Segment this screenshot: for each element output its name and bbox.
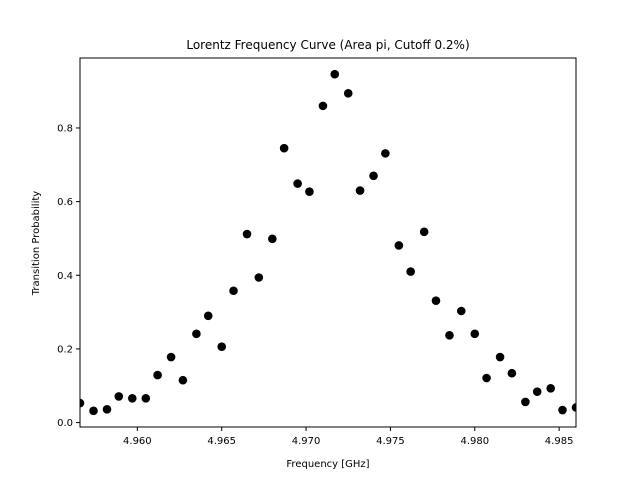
x-axis: 4.960 4.965 4.970 4.975 4.980 4.985 <box>123 427 573 447</box>
data-point <box>419 227 429 237</box>
data-point <box>381 149 390 158</box>
data-point <box>571 403 576 412</box>
data-points <box>80 69 576 416</box>
data-point <box>114 392 124 401</box>
y-tick-label: 0.6 <box>57 197 73 208</box>
data-point <box>558 405 567 415</box>
y-tick-label: 0.8 <box>57 123 73 134</box>
data-point <box>445 331 454 340</box>
data-point <box>254 273 264 282</box>
data-point <box>355 186 365 195</box>
x-tick-label: 4.965 <box>207 436 236 447</box>
x-tick-label: 4.975 <box>376 436 405 447</box>
data-point <box>128 393 137 403</box>
data-point <box>166 352 176 362</box>
data-point <box>229 286 238 296</box>
data-point <box>268 234 277 244</box>
data-point <box>203 311 213 321</box>
data-point <box>141 393 151 403</box>
data-point <box>546 384 555 393</box>
data-point <box>217 342 227 352</box>
data-point <box>482 373 491 383</box>
data-point <box>343 89 353 98</box>
data-point <box>521 397 530 407</box>
y-axis-label: Transition Probability <box>31 191 42 296</box>
y-tick-label: 0.4 <box>57 271 73 282</box>
y-axis: 0.0 0.2 0.4 0.6 0.8 <box>57 123 80 429</box>
data-point <box>80 398 85 408</box>
x-tick-label: 4.970 <box>292 436 321 447</box>
data-point <box>470 329 480 339</box>
data-point <box>153 370 162 380</box>
data-point <box>192 329 201 339</box>
x-tick-label: 4.960 <box>123 436 152 447</box>
y-tick-label: 0.0 <box>57 418 73 429</box>
data-point <box>532 387 542 396</box>
data-point <box>330 69 340 79</box>
axes-frame <box>79 57 577 428</box>
data-point <box>495 352 505 362</box>
data-point <box>369 171 378 181</box>
data-point <box>431 296 441 305</box>
data-point <box>102 405 112 414</box>
x-tick-label: 4.985 <box>545 436 574 447</box>
data-point <box>318 101 328 111</box>
data-point <box>178 375 188 385</box>
x-tick-label: 4.980 <box>460 436 489 447</box>
data-point <box>406 267 415 276</box>
chart-title: Lorentz Frequency Curve (Area pi, Cutoff… <box>186 38 469 52</box>
data-point <box>507 368 517 378</box>
plot-area <box>80 69 576 416</box>
x-axis-label: Frequency [GHz] <box>286 459 369 470</box>
data-point <box>279 143 289 153</box>
data-point <box>89 406 98 416</box>
data-point <box>242 229 252 239</box>
data-point <box>305 187 314 196</box>
y-tick-label: 0.2 <box>57 344 73 355</box>
data-point <box>394 241 404 250</box>
data-point <box>293 179 302 188</box>
data-point <box>456 306 466 316</box>
